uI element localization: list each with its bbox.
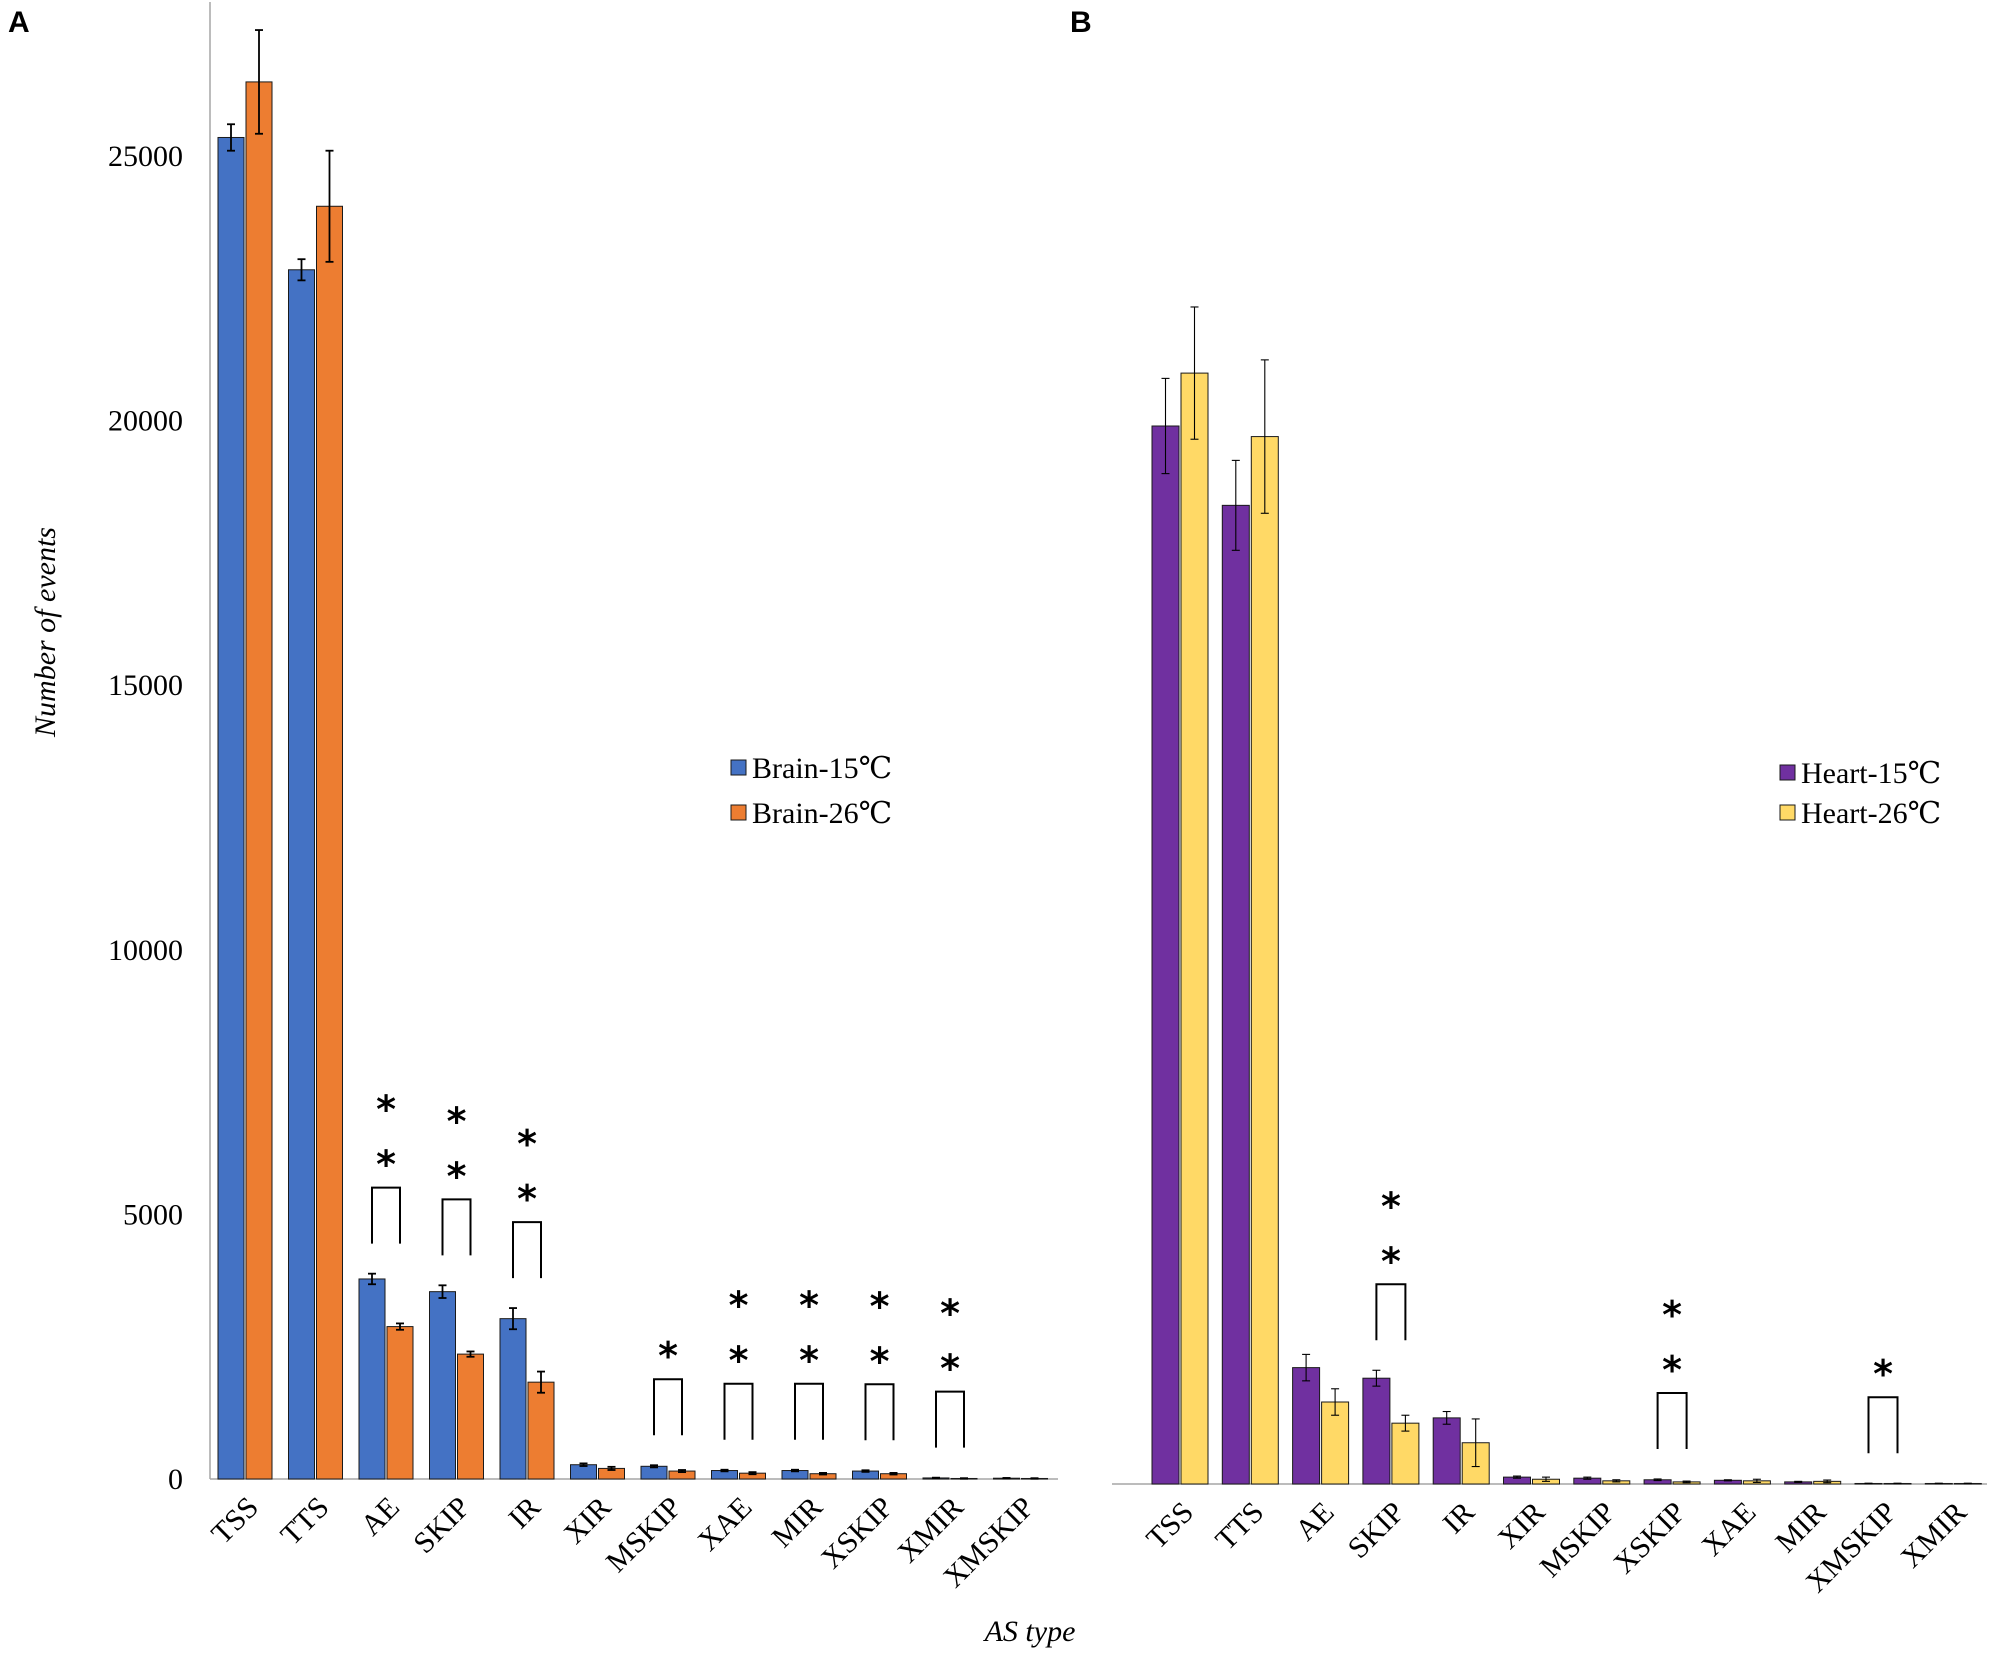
- significance-bracket-MSKIP: [653, 1378, 683, 1436]
- x-tick-label-TTS: TTS: [1209, 1496, 1270, 1557]
- legend-label: Heart-15℃: [1801, 757, 1941, 790]
- bar-Heart-26℃-SKIP: [1391, 1422, 1420, 1485]
- legend-label: Heart-26℃: [1801, 797, 1941, 830]
- significance-star: *: [447, 1154, 467, 1198]
- significance-star: *: [729, 1284, 749, 1328]
- significance-bracket-SKIP: [441, 1198, 472, 1256]
- significance-star: *: [517, 1122, 537, 1166]
- x-tick-label-AE: AE: [354, 1491, 406, 1543]
- x-tick-label-IR: IR: [1437, 1496, 1482, 1541]
- bar-Heart-15℃-SKIP: [1362, 1377, 1391, 1485]
- significance-star: *: [447, 1099, 467, 1143]
- legend-swatch: [1779, 764, 1796, 781]
- legend-swatch: [730, 759, 747, 776]
- significance-star: *: [940, 1292, 960, 1336]
- significance-star: *: [940, 1347, 960, 1391]
- bar-Heart-26℃-TSS: [1180, 372, 1209, 1485]
- x-tick-label-XIR: XIR: [1492, 1496, 1552, 1556]
- bar-Brain-26℃-AE: [386, 1326, 414, 1480]
- y-axis-title: Number of events: [29, 527, 62, 738]
- panel-a-letter: A: [8, 6, 30, 39]
- significance-star: *: [729, 1339, 749, 1383]
- bar-Brain-15℃-AE: [358, 1278, 386, 1480]
- significance-star: *: [376, 1088, 396, 1132]
- bar-Brain-15℃-SKIP: [429, 1291, 456, 1480]
- x-tick-label-AE: AE: [1289, 1496, 1341, 1548]
- significance-bracket-XMSKIP: [1867, 1396, 1899, 1454]
- bar-Heart-15℃-AE: [1292, 1367, 1321, 1485]
- bar-Heart-26℃-TTS: [1250, 436, 1279, 1485]
- significance-bracket-IR: [512, 1221, 542, 1279]
- x-tick-label-MIR: MIR: [766, 1491, 829, 1554]
- x-tick-label-XSKIP: XSKIP: [815, 1491, 900, 1576]
- x-tick-label-MSKIP: MSKIP: [600, 1491, 688, 1579]
- significance-bracket-XAE: [723, 1382, 754, 1440]
- y-tick-label: 5000: [123, 1198, 183, 1231]
- bar-Brain-15℃-IR: [499, 1318, 527, 1480]
- bar-Brain-15℃-TTS: [288, 269, 315, 1480]
- bar-Heart-15℃-TTS: [1221, 504, 1250, 1485]
- y-tick-label: 15000: [108, 669, 183, 702]
- x-tick-label-SKIP: SKIP: [1342, 1496, 1411, 1565]
- x-tick-label-MIR: MIR: [1769, 1496, 1832, 1559]
- significance-bracket-XMIR: [935, 1390, 965, 1448]
- x-tick-label-XAE: XAE: [692, 1491, 759, 1558]
- bar-Brain-26℃-IR: [527, 1381, 555, 1480]
- significance-star: *: [799, 1339, 819, 1383]
- bar-Brain-26℃-TTS: [316, 205, 343, 1480]
- significance-star: *: [1381, 1239, 1401, 1283]
- significance-star: *: [1873, 1352, 1893, 1396]
- significance-star: *: [870, 1284, 890, 1328]
- significance-star: *: [376, 1143, 396, 1187]
- legend-label: Brain-15℃: [752, 752, 892, 785]
- y-tick-label: 20000: [108, 405, 183, 438]
- significance-star: *: [1662, 1348, 1682, 1392]
- x-tick-label-IR: IR: [502, 1491, 547, 1536]
- x-tick-label-XAE: XAE: [1695, 1496, 1762, 1563]
- bar-Brain-26℃-SKIP: [457, 1353, 484, 1480]
- x-tick-label-XIR: XIR: [558, 1491, 618, 1551]
- bar-Heart-15℃-TSS: [1151, 425, 1180, 1485]
- significance-star: *: [799, 1284, 819, 1328]
- x-tick-label-TTS: TTS: [274, 1491, 335, 1552]
- y-tick-label: 10000: [108, 934, 183, 967]
- x-tick-label-MSKIP: MSKIP: [1534, 1496, 1622, 1584]
- significance-star: *: [517, 1177, 537, 1221]
- x-tick-label-XMIR: XMIR: [1895, 1496, 1974, 1575]
- significance-bracket-XSKIP: [1656, 1391, 1688, 1449]
- significance-star: *: [1662, 1293, 1682, 1337]
- legend-swatch: [730, 804, 747, 821]
- significance-bracket-MIR: [794, 1382, 824, 1440]
- y-tick-label: 0: [168, 1463, 183, 1496]
- significance-star: *: [870, 1339, 890, 1383]
- significance-star: *: [658, 1334, 678, 1378]
- panel-b-letter: B: [1070, 6, 1092, 39]
- legend-label: Brain-26℃: [752, 797, 892, 830]
- significance-bracket-SKIP: [1375, 1283, 1407, 1341]
- significance-bracket-XSKIP: [864, 1383, 895, 1441]
- x-tick-label-TSS: TSS: [205, 1491, 265, 1551]
- significance-star: *: [1381, 1184, 1401, 1228]
- x-tick-label-XSKIP: XSKIP: [1607, 1496, 1692, 1581]
- bar-Brain-26℃-TSS: [245, 81, 273, 1480]
- x-axis-title: AS type: [983, 1615, 1076, 1648]
- y-tick-label: 25000: [108, 140, 183, 173]
- bar-Brain-15℃-TSS: [217, 136, 245, 1480]
- x-tick-label-TSS: TSS: [1140, 1496, 1200, 1556]
- panel-a: A 0 5000 10000 15000 20000 25000 TSS TTS AE SKIP I…: [8, 2, 1058, 1594]
- significance-bracket-AE: [371, 1186, 401, 1244]
- legend-swatch: [1779, 804, 1796, 821]
- bar-Heart-15℃-IR: [1432, 1417, 1461, 1485]
- x-tick-label-SKIP: SKIP: [407, 1491, 476, 1560]
